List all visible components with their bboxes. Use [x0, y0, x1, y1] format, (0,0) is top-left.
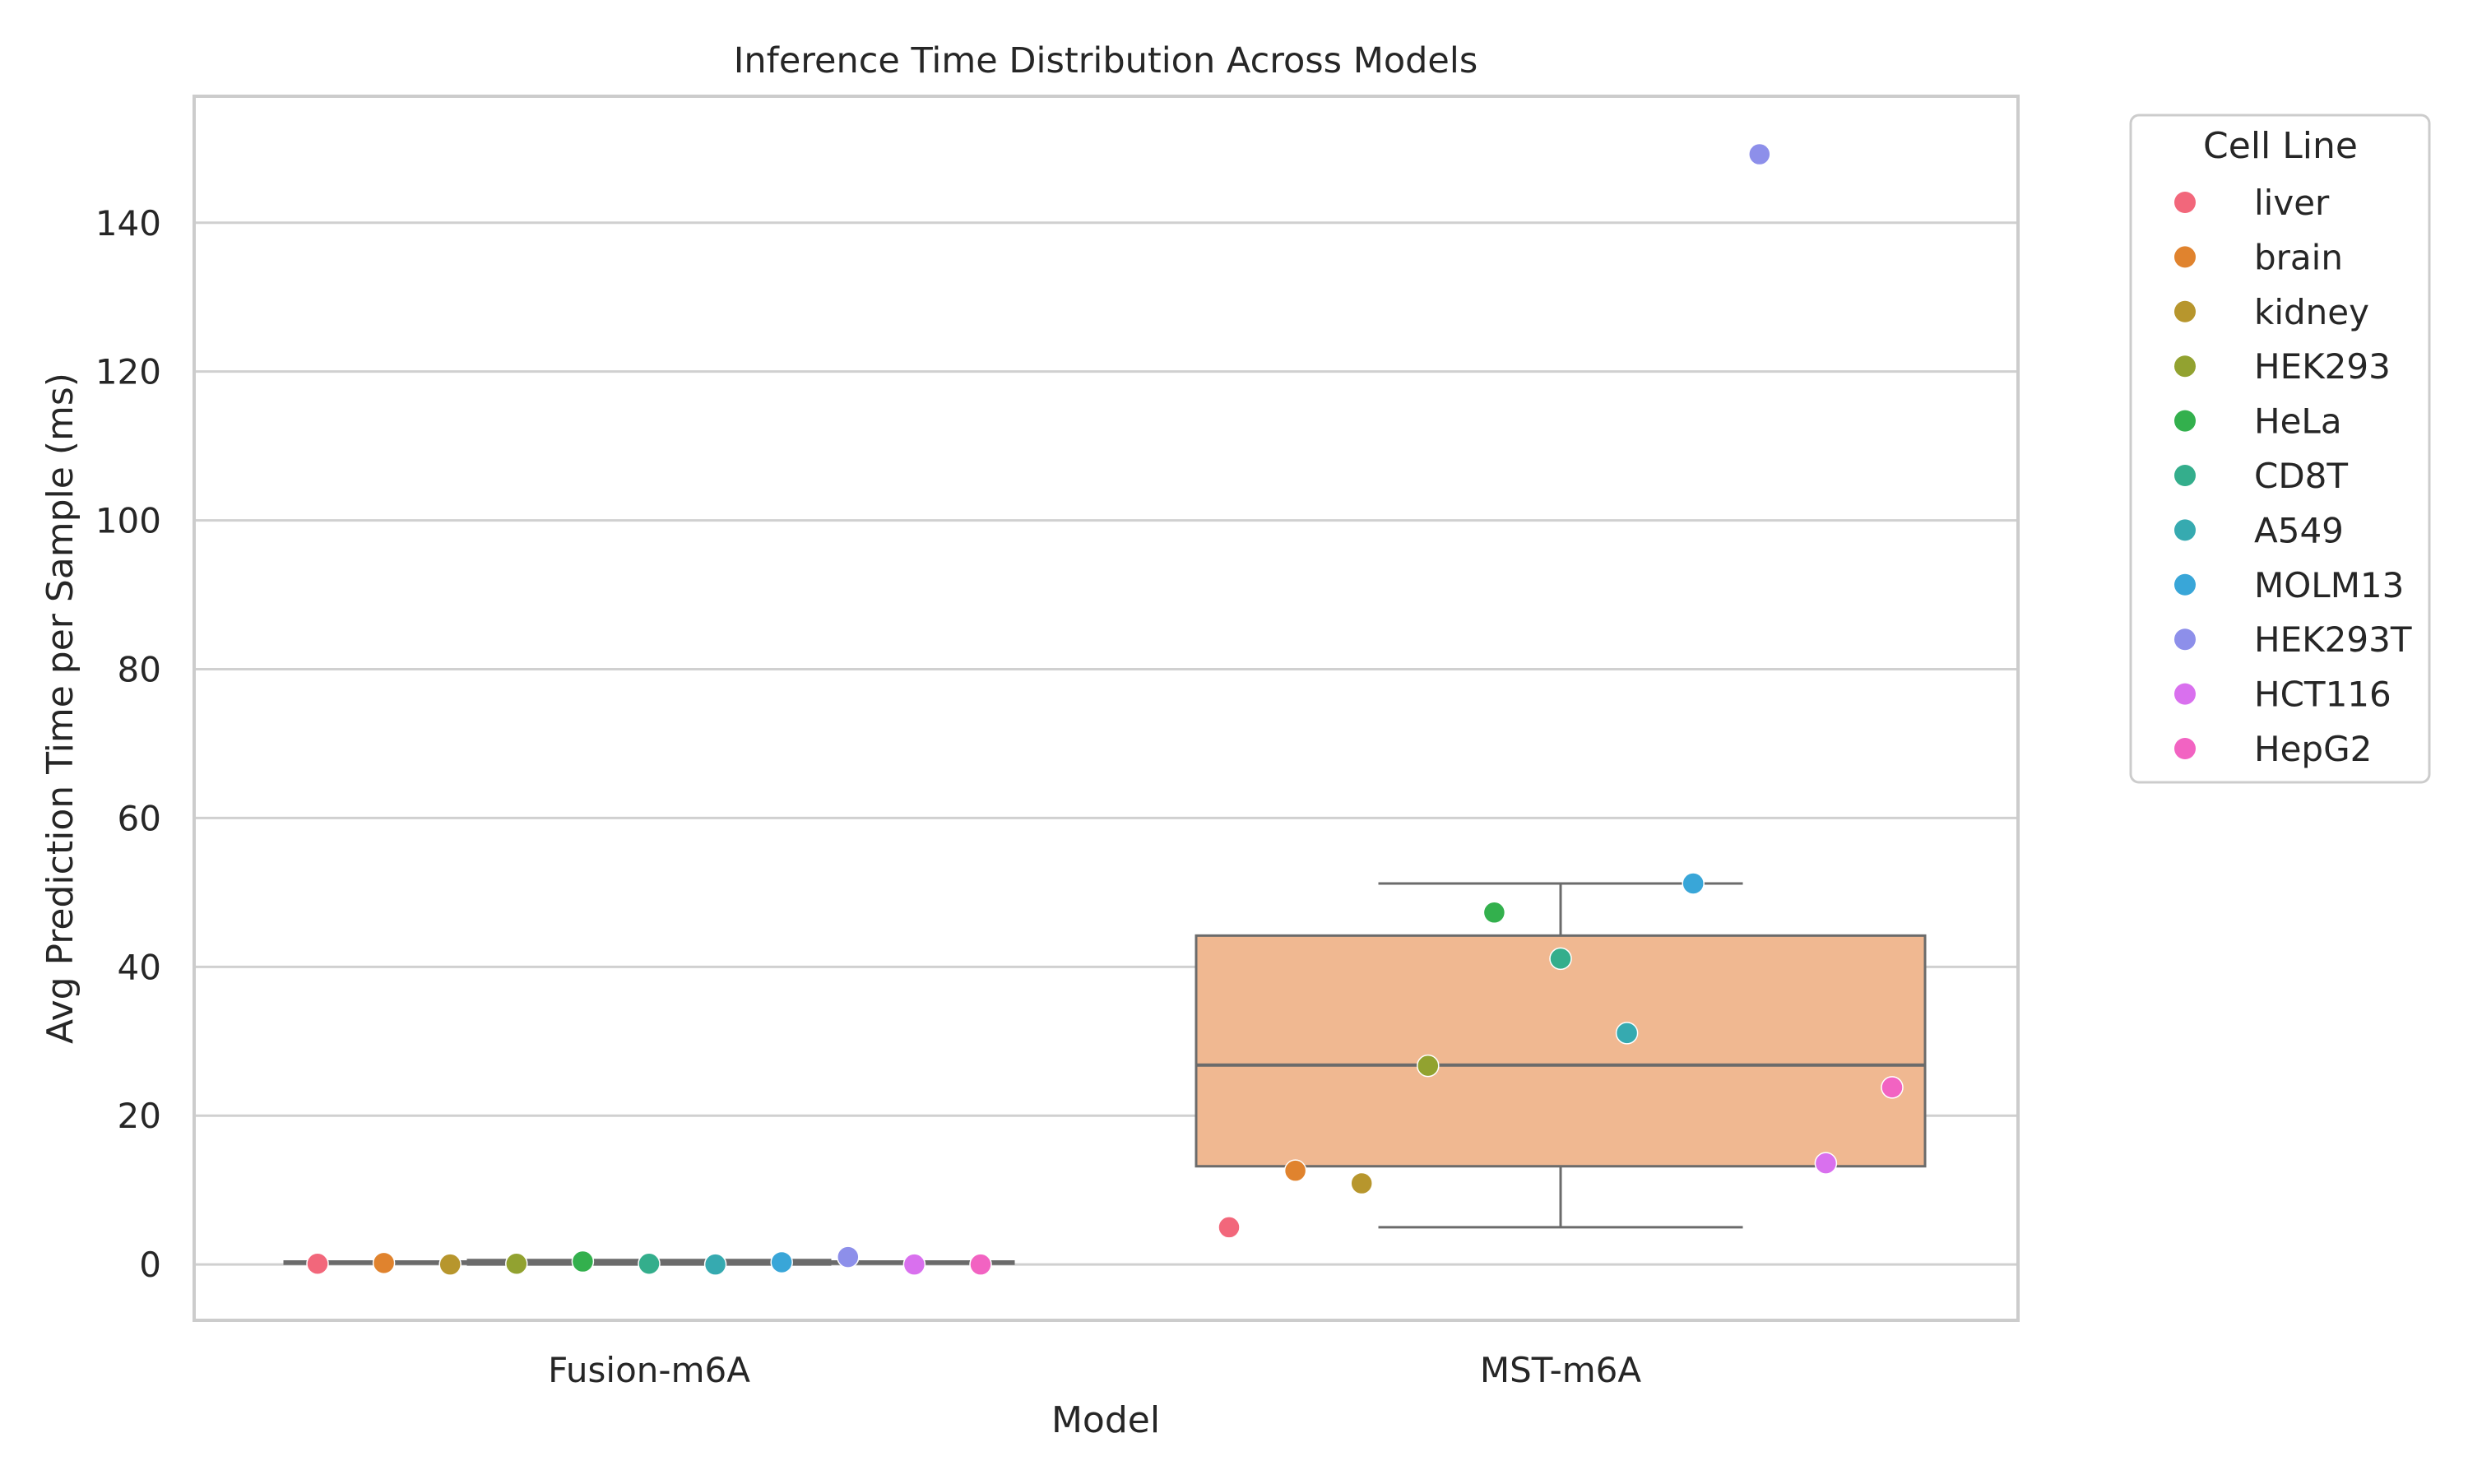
plot-frame: [193, 95, 2020, 1322]
point-hct116-mst-m6a: [1814, 1152, 1838, 1175]
point-cd8t-fusion-m6a: [638, 1252, 661, 1276]
y-tick-labels: 0 20 40 60 80 100 120 140: [95, 203, 161, 1285]
y-tick-label: 60: [118, 798, 161, 838]
point-hepg2-mst-m6a: [1881, 1076, 1904, 1099]
y-tick-label: 0: [139, 1245, 161, 1285]
y-tick-label: 100: [95, 501, 161, 541]
legend-marker: [2174, 738, 2196, 759]
legend-marker: [2174, 683, 2196, 705]
box-iqr: [1195, 934, 1927, 1168]
legend-label: brain: [2254, 237, 2343, 277]
box-layer: [283, 882, 1927, 1266]
legend-label: liver: [2254, 183, 2330, 223]
point-brain-fusion-m6a: [372, 1251, 396, 1275]
point-molm13-fusion-m6a: [770, 1250, 793, 1274]
legend-marker: [2174, 628, 2196, 651]
legend-label: HeLa: [2254, 401, 2342, 442]
y-axis-label: Avg Prediction Time per Sample (ms): [39, 373, 81, 1044]
legend-label: A549: [2254, 510, 2344, 550]
point-layer: [306, 142, 1904, 1276]
point-liver-mst-m6a: [1218, 1216, 1241, 1239]
box-mst-m6a: [1195, 882, 1927, 1229]
point-hek293-fusion-m6a: [505, 1252, 528, 1276]
legend-box: [2129, 114, 2431, 784]
legend-title: Cell Line: [2203, 125, 2358, 167]
legend-marker: [2174, 355, 2196, 378]
legend-marker: [2174, 519, 2196, 541]
legend-label: MOLM13: [2254, 565, 2404, 605]
point-kidney-fusion-m6a: [438, 1253, 462, 1276]
point-cd8t-mst-m6a: [1549, 947, 1572, 971]
y-tick-label: 40: [118, 947, 161, 987]
x-axis-label: Model: [1051, 1399, 1160, 1441]
point-hela-mst-m6a: [1482, 901, 1506, 925]
point-brain-mst-m6a: [1283, 1159, 1307, 1182]
point-hepg2-fusion-m6a: [969, 1253, 992, 1276]
point-hek293t-mst-m6a: [1748, 142, 1771, 166]
legend-label: HCT116: [2254, 675, 2391, 715]
point-hek293-mst-m6a: [1417, 1054, 1440, 1078]
point-a549-mst-m6a: [1615, 1022, 1639, 1045]
legend-marker: [2174, 192, 2196, 213]
chart-title: Inference Time Distribution Across Model…: [734, 40, 1478, 81]
y-tick-label: 20: [118, 1096, 161, 1136]
legend: Cell Line liver brain kidney HEK293 HeLa CD8T…: [2129, 114, 2431, 784]
point-a549-fusion-m6a: [703, 1253, 727, 1276]
point-hek293t-fusion-m6a: [837, 1245, 860, 1268]
point-molm13-mst-m6a: [1682, 872, 1705, 895]
legend-label: HEK293T: [2254, 619, 2412, 660]
point-hela-fusion-m6a: [571, 1250, 595, 1273]
point-liver-fusion-m6a: [306, 1252, 329, 1276]
y-tick-label: 80: [118, 650, 161, 690]
legend-marker: [2174, 410, 2196, 432]
x-tick-labels: Fusion-m6A MST-m6A: [548, 1350, 1641, 1390]
x-tick-label: Fusion-m6A: [548, 1350, 750, 1390]
point-kidney-mst-m6a: [1350, 1171, 1373, 1195]
legend-marker: [2174, 300, 2196, 322]
y-tick-label: 140: [95, 203, 161, 243]
legend-items: liver brain kidney HEK293 HeLa CD8T A549 MOLM13…: [2174, 183, 2412, 769]
legend-label: HEK293: [2254, 346, 2391, 387]
legend-label: kidney: [2254, 292, 2369, 332]
legend-marker: [2174, 246, 2196, 268]
legend-marker: [2174, 573, 2196, 596]
point-hct116-fusion-m6a: [902, 1253, 926, 1276]
legend-marker: [2174, 465, 2196, 486]
x-tick-label: MST-m6A: [1480, 1350, 1641, 1390]
legend-label: HepG2: [2254, 729, 2372, 769]
legend-label: CD8T: [2254, 456, 2348, 496]
y-tick-label: 120: [95, 352, 161, 392]
